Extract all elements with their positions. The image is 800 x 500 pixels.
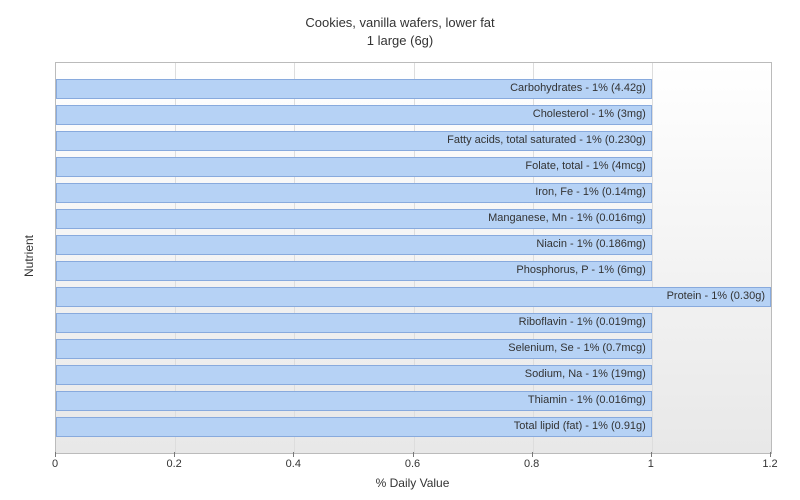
gridline [652,63,653,453]
x-tick [413,452,414,457]
bar-label: Folate, total - 1% (4mcg) [525,160,645,172]
x-tick-label: 0 [52,458,58,470]
x-tick [770,452,771,457]
x-tick-label: 0.2 [167,458,182,470]
title-line-1: Cookies, vanilla wafers, lower fat [0,14,800,32]
x-tick-label: 0.6 [405,458,420,470]
y-axis-label: Nutrient [22,235,36,277]
bar-label: Phosphorus, P - 1% (6mg) [516,264,645,276]
bar-label: Niacin - 1% (0.186mg) [536,238,645,250]
bar-label: Selenium, Se - 1% (0.7mcg) [508,342,646,354]
chart-container: Cookies, vanilla wafers, lower fat 1 lar… [0,0,800,500]
x-tick-label: 0.4 [286,458,301,470]
x-tick [55,452,56,457]
bar-label: Thiamin - 1% (0.016mg) [528,394,646,406]
bar-label: Iron, Fe - 1% (0.14mg) [535,186,646,198]
x-tick-label: 1.2 [762,458,777,470]
x-tick [651,452,652,457]
bar-label: Sodium, Na - 1% (19mg) [525,368,646,380]
bar [56,287,771,307]
x-tick [174,452,175,457]
x-tick [532,452,533,457]
bar-label: Total lipid (fat) - 1% (0.91g) [514,420,646,432]
bar-label: Carbohydrates - 1% (4.42g) [510,82,646,94]
x-tick-label: 0.8 [524,458,539,470]
x-tick [293,452,294,457]
x-tick-label: 1 [648,458,654,470]
bar-label: Protein - 1% (0.30g) [667,290,765,302]
plot-area: Carbohydrates - 1% (4.42g) Cholesterol - … [55,62,772,454]
bar-label: Riboflavin - 1% (0.019mg) [519,316,646,328]
bar-label: Fatty acids, total saturated - 1% (0.230… [447,134,646,146]
x-axis-label: % Daily Value [376,476,450,490]
chart-title: Cookies, vanilla wafers, lower fat 1 lar… [0,0,800,50]
bar-label: Manganese, Mn - 1% (0.016mg) [488,212,646,224]
title-line-2: 1 large (6g) [0,32,800,50]
bar-label: Cholesterol - 1% (3mg) [533,108,646,120]
